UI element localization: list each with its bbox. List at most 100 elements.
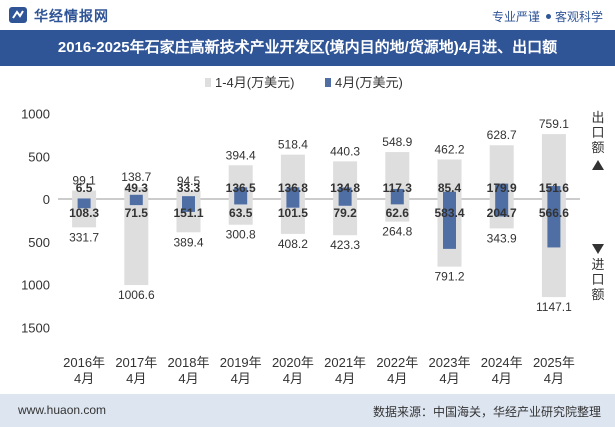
x-tick-label: 2017年 [115, 355, 157, 370]
x-tick-label: 4月 [74, 371, 94, 386]
y-tick-label: 1000 [21, 278, 50, 293]
label-cum-export: 462.2 [434, 142, 464, 156]
tagline: 专业严谨 客观科学 [492, 8, 603, 25]
logo-text: 华经情报网 [34, 8, 109, 24]
label-cum-export: 99.1 [72, 174, 96, 188]
bar-month-export [443, 191, 456, 199]
label-cum-import: 1006.6 [118, 288, 155, 302]
bar-month-import [182, 199, 195, 212]
label-month-import: 63.5 [229, 206, 253, 220]
label-cum-export: 394.4 [226, 148, 256, 162]
bars [72, 134, 566, 298]
x-tick-label: 2019年 [220, 355, 262, 370]
bar-month-export [77, 198, 91, 199]
bar-month-import [547, 199, 561, 248]
footer: www.huaon.com 数据来源：中国海关，华经产业研究院整理 [0, 394, 615, 427]
bar-month-export [286, 187, 300, 199]
x-tick-label: 4月 [283, 371, 303, 386]
x-tick-label: 2025年 [533, 355, 575, 370]
label-cum-export: 138.7 [121, 170, 151, 184]
y-tick-label: 500 [28, 235, 50, 250]
axes: 10005000500100015002016年4月2017年4月2018年4月… [21, 107, 575, 387]
label-month-import: 71.5 [125, 206, 149, 220]
x-tick-label: 4月 [544, 371, 564, 386]
import-arrow-icon [592, 244, 604, 254]
label-cum-export: 628.7 [487, 128, 517, 142]
data-labels: 99.1 331.7 6.5 108.3 138.7 1006.6 49.3 71.5 94.5… [69, 117, 572, 314]
label-cum-import: 791.2 [434, 270, 464, 284]
website-link[interactable]: www.huaon.com [18, 403, 107, 417]
label-month-export: 6.5 [76, 181, 93, 195]
bar-month-export [390, 188, 404, 199]
bar-month-import [495, 199, 509, 217]
label-cum-import: 300.8 [226, 228, 256, 242]
bar-month-export [495, 183, 509, 199]
label-cum-import: 423.3 [330, 238, 360, 252]
label-month-export: 134.8 [330, 181, 360, 195]
y-tick-label: 1000 [21, 107, 50, 122]
label-cum-export: 440.3 [330, 144, 360, 158]
x-tick-label: 2020年 [272, 355, 314, 370]
chart: 1-4月(万美元) 4月(万美元) 99.1 331.7 6.5 108.3 138.7 1… [21, 75, 580, 387]
top-bar: 华经情报网 专业严谨 客观科学 [0, 0, 615, 30]
bar-month-export [234, 187, 248, 199]
x-tick-label: 4月 [178, 371, 198, 386]
label-cum-export: 518.4 [278, 138, 308, 152]
label-cum-import: 331.7 [69, 230, 99, 244]
legend-label-1: 1-4月(万美元) [215, 75, 294, 90]
legend: 1-4月(万美元) 4月(万美元) [205, 75, 403, 90]
data-source: 数据来源：中国海关，华经产业研究院整理 [372, 405, 601, 419]
y-tick-label: 0 [43, 192, 50, 207]
bar-month-export [338, 187, 352, 199]
x-tick-label: 2021年 [324, 355, 366, 370]
export-side-label: 出口额 [591, 110, 605, 155]
bar-cum-import [385, 199, 410, 222]
label-month-export: 136.5 [226, 181, 256, 195]
label-month-import: 101.5 [278, 206, 308, 220]
tagline-b: 客观科学 [554, 10, 603, 24]
label-cum-export: 94.5 [177, 174, 201, 188]
bar-month-export [182, 196, 195, 199]
label-month-import: 62.6 [386, 206, 410, 220]
legend-swatch-2 [325, 78, 331, 87]
bar-month-export [129, 194, 143, 199]
label-month-import: 151.1 [173, 206, 203, 220]
x-tick-label: 4月 [231, 371, 251, 386]
label-cum-import: 343.9 [487, 231, 517, 245]
tagline-a: 专业严谨 [491, 10, 540, 24]
label-month-import: 204.7 [487, 206, 517, 220]
label-cum-export: 548.9 [382, 135, 412, 149]
label-month-export: 85.4 [438, 181, 462, 195]
bar-month-import [77, 199, 91, 209]
label-month-export: 151.6 [539, 181, 569, 195]
y-tick-label: 1500 [21, 320, 50, 335]
bar-cum-export [124, 187, 149, 199]
x-tick-label: 2022年 [376, 355, 418, 370]
label-cum-export: 759.1 [539, 117, 569, 131]
bar-month-import [286, 199, 300, 208]
x-tick-label: 2024年 [481, 355, 523, 370]
label-month-export: 33.3 [177, 181, 201, 195]
bar-month-import [390, 199, 404, 205]
y-tick-label: 500 [28, 149, 50, 164]
bar-cum-import [124, 199, 149, 286]
label-cum-import: 1147.1 [536, 300, 572, 314]
export-arrow-icon [592, 160, 604, 170]
label-month-export: 49.3 [125, 181, 149, 195]
label-month-import: 79.2 [333, 206, 357, 220]
legend-label-2: 4月(万美元) [335, 75, 403, 90]
tagline-dot-icon [545, 14, 551, 20]
label-month-export: 117.3 [383, 181, 413, 195]
label-month-export: 179.9 [487, 181, 517, 195]
x-tick-label: 2018年 [168, 355, 210, 370]
label-cum-import: 389.4 [173, 235, 203, 249]
label-month-import: 583.4 [434, 206, 464, 220]
label-month-import: 566.6 [539, 206, 569, 220]
bar-cum-export [176, 190, 201, 199]
bar-month-import [234, 199, 248, 205]
bar-month-import [443, 199, 456, 249]
x-tick-label: 2023年 [429, 355, 471, 370]
x-tick-label: 4月 [492, 371, 512, 386]
chart-title: 2016-2025年石家庄高新技术产业开发区(境内目的地/货源地)4月进、出口额 [57, 39, 558, 56]
label-cum-import: 264.8 [382, 225, 412, 239]
